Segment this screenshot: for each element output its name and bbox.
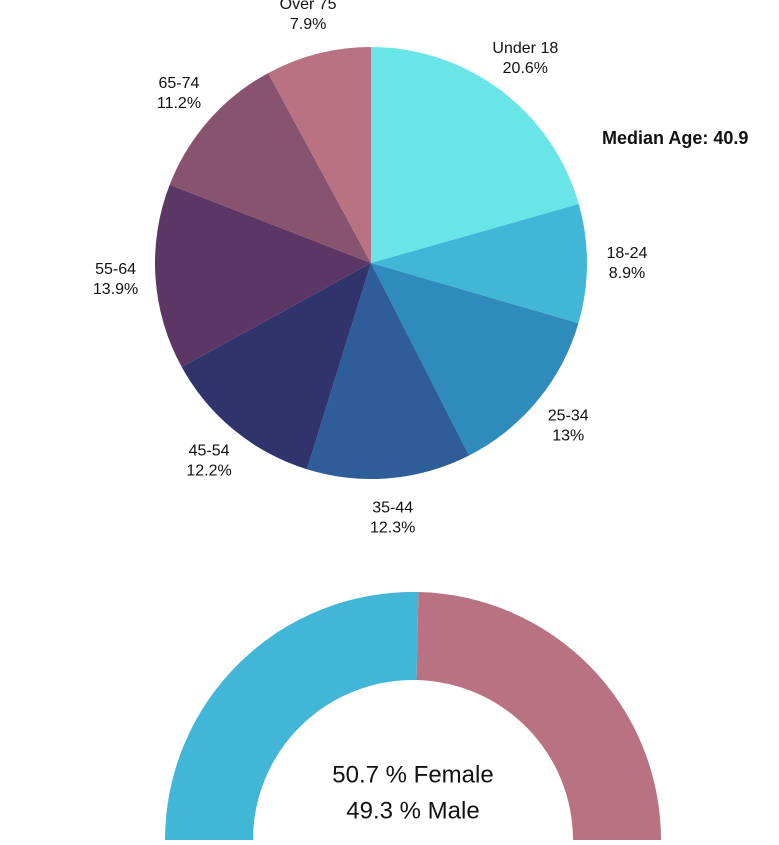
annotation: Median Age: 40.9 (602, 128, 748, 148)
slice-value-label: 12.3% (370, 519, 415, 536)
slice-value-label: 8.9% (609, 265, 645, 282)
slice-category: Under 18 (492, 40, 558, 57)
donut-label: 50.7 % Female (332, 761, 493, 788)
donut-segment (416, 592, 661, 840)
slice-value-label: 11.2% (157, 95, 201, 112)
pie-slice (371, 263, 579, 456)
pie-slice (169, 73, 371, 263)
donut-label: 49.3 % Male (346, 797, 479, 824)
pie-slice (268, 47, 371, 263)
slice-category: 18-24 (607, 245, 648, 262)
pie-slice (155, 184, 371, 368)
pie-slice (371, 47, 579, 263)
slice-category: 25-34 (548, 407, 589, 424)
slice-category: 35-44 (372, 499, 413, 516)
pie-slice (371, 204, 587, 324)
slice-category: Over 75 (280, 0, 337, 13)
slice-category: 45-54 (189, 442, 230, 459)
slice-value-label: 12.2% (186, 462, 231, 479)
pie-slice (306, 263, 470, 480)
slice-value-label: 13.9% (93, 281, 138, 298)
slice-category: 65-74 (159, 75, 200, 92)
pie-slice (181, 263, 371, 470)
slice-value-label: 13% (552, 427, 584, 444)
donut-segment (165, 591, 419, 840)
slice-value-label: 20.6% (503, 60, 548, 77)
slice-category: 55-64 (95, 261, 136, 278)
slice-value-label: 7.9% (290, 16, 326, 33)
